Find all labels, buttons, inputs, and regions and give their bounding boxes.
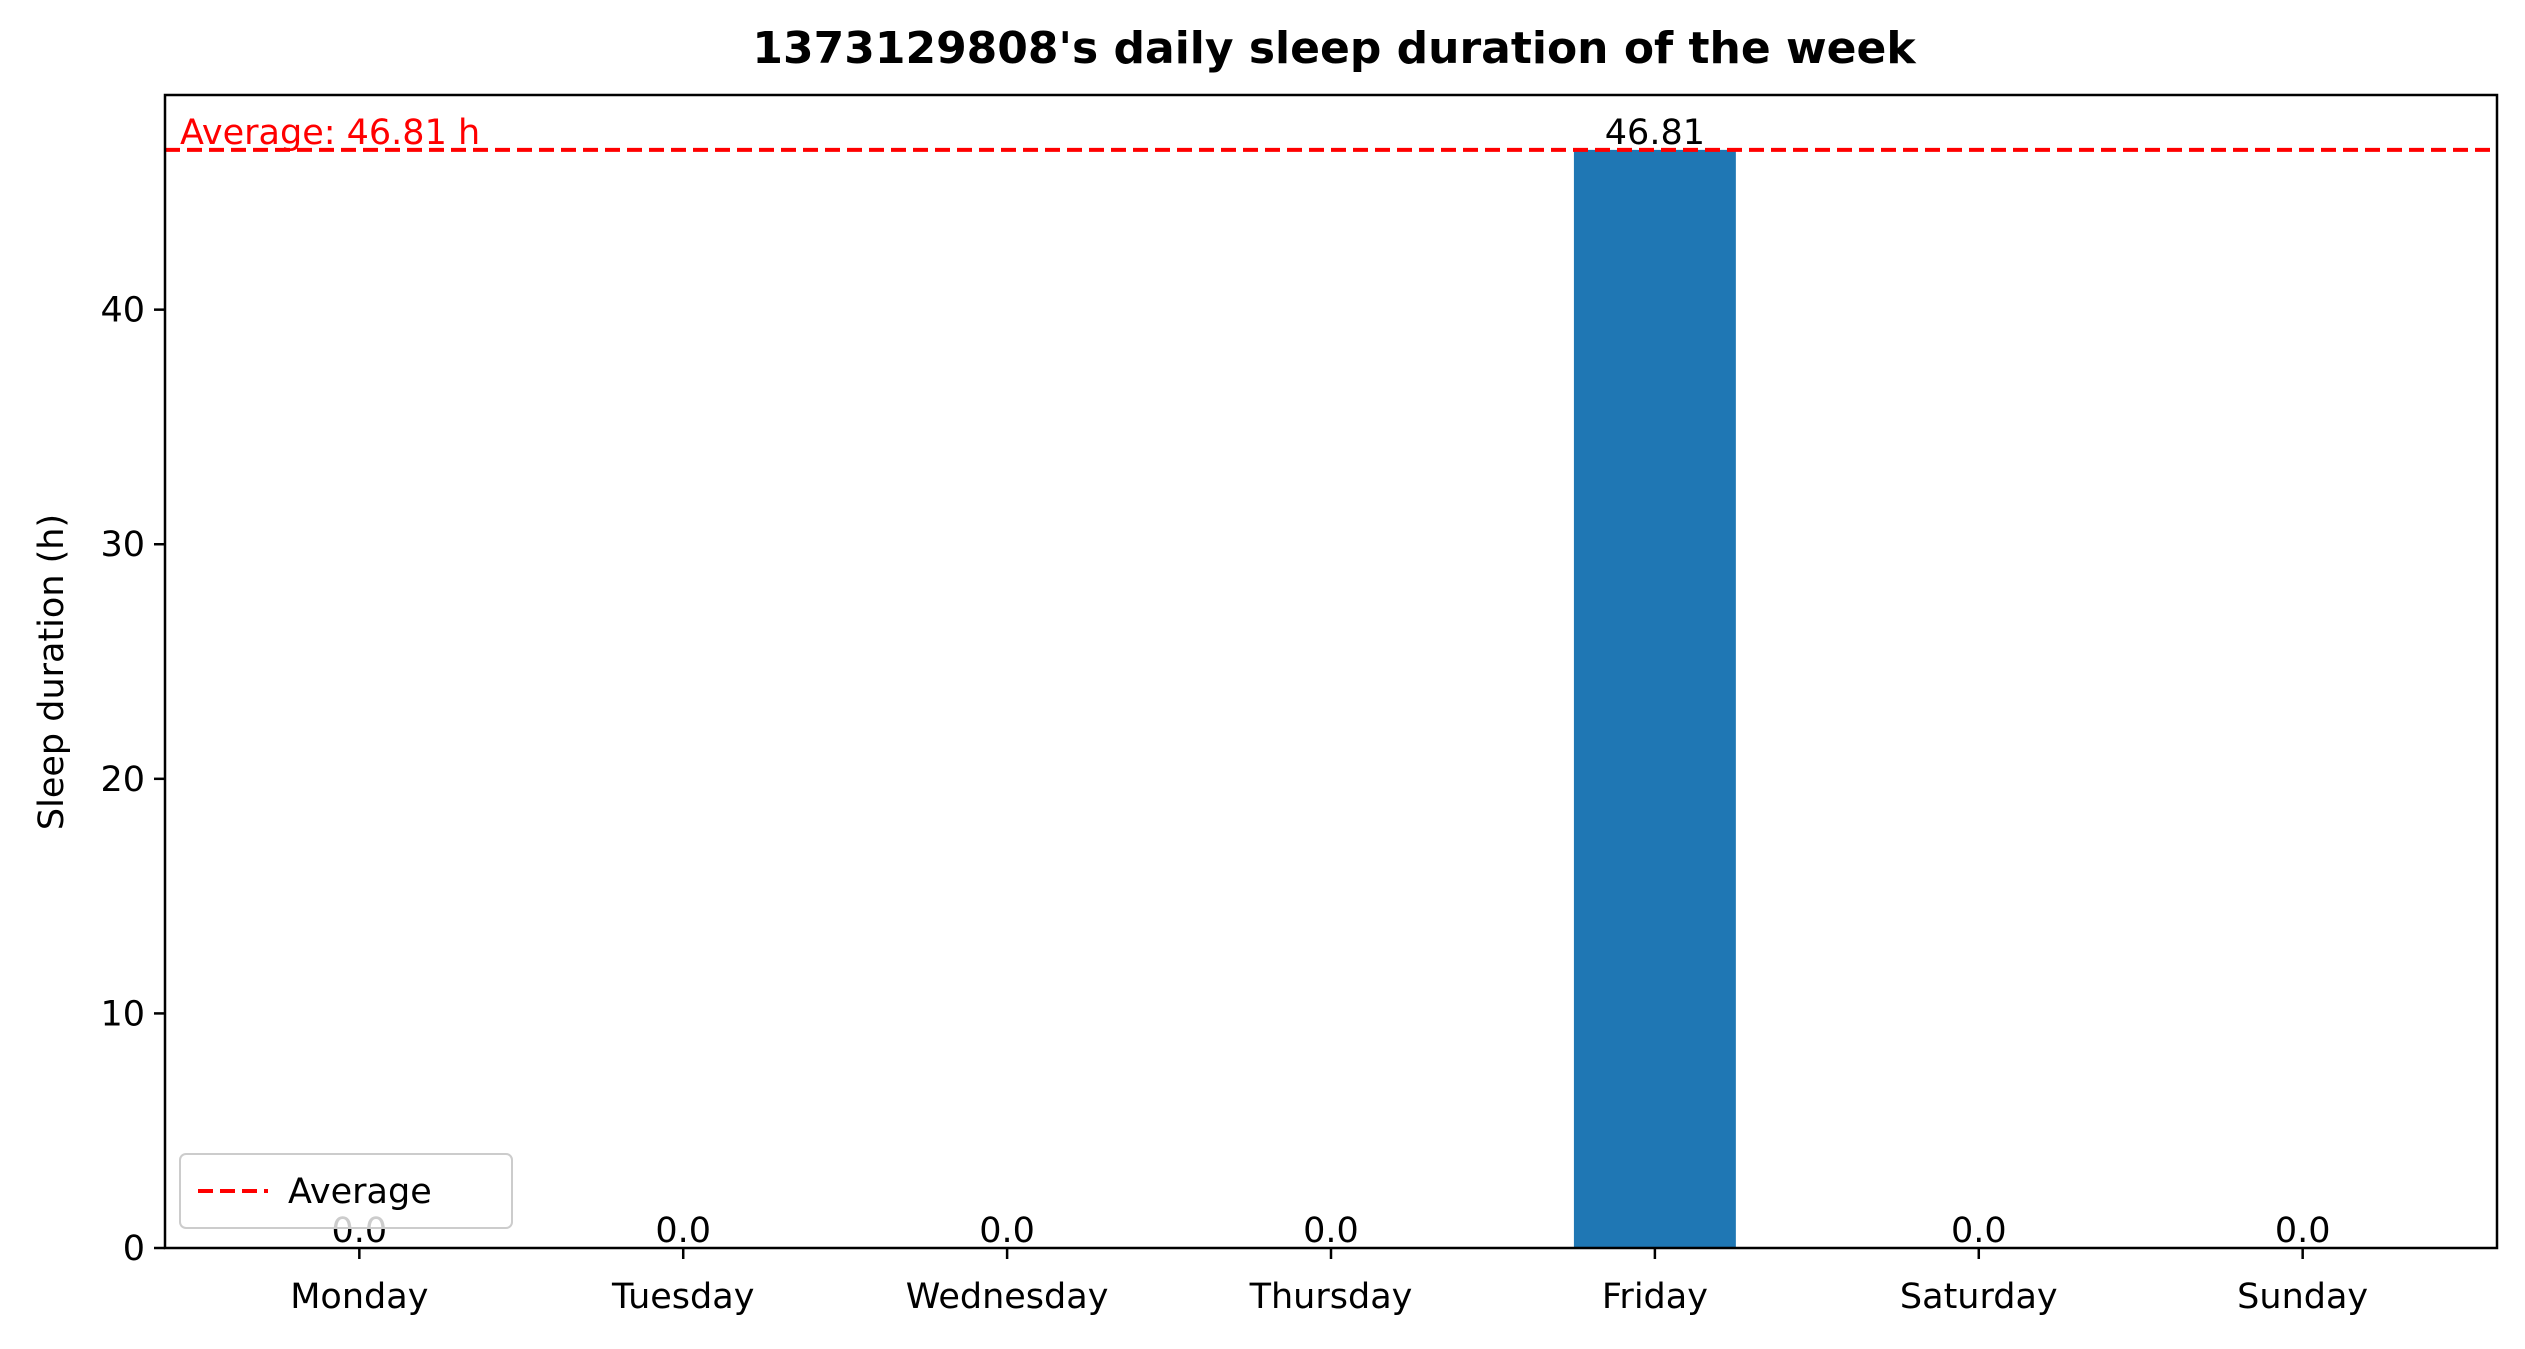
chart-title: 1373129808's daily sleep duration of the… <box>752 23 1917 74</box>
bar-friday <box>1573 149 1736 1249</box>
data-label-wednesday: 0.0 <box>979 1211 1035 1251</box>
x-tick-label-thursday: Thursday <box>1249 1277 1413 1317</box>
data-label-sunday: 0.0 <box>2275 1211 2331 1251</box>
y-tick-label-30: 30 <box>100 525 145 565</box>
y-tick-label-20: 20 <box>100 760 145 800</box>
x-tick-label-saturday: Saturday <box>1900 1277 2058 1317</box>
x-tick-label-wednesday: Wednesday <box>906 1277 1109 1317</box>
y-tick-label-10: 10 <box>100 994 145 1034</box>
legend-box <box>179 1153 513 1229</box>
x-tick-label-tuesday: Tuesday <box>611 1277 754 1317</box>
data-label-saturday: 0.0 <box>1951 1211 2007 1251</box>
x-tick-label-monday: Monday <box>290 1277 428 1317</box>
data-label-tuesday: 0.0 <box>655 1211 711 1251</box>
legend-label-average: Average <box>288 1172 432 1212</box>
data-label-friday: 46.81 <box>1605 113 1705 153</box>
y-tick-label-40: 40 <box>100 291 145 331</box>
x-tick-label-sunday: Sunday <box>2237 1277 2368 1317</box>
data-label-thursday: 0.0 <box>1303 1211 1359 1251</box>
y-tick-label-0: 0 <box>123 1229 145 1269</box>
x-tick-label-friday: Friday <box>1602 1277 1708 1317</box>
y-axis-label: Sleep duration (h) <box>32 514 72 830</box>
plot-frame <box>163 93 2499 1250</box>
average-annotation: Average: 46.81 h <box>180 113 480 153</box>
